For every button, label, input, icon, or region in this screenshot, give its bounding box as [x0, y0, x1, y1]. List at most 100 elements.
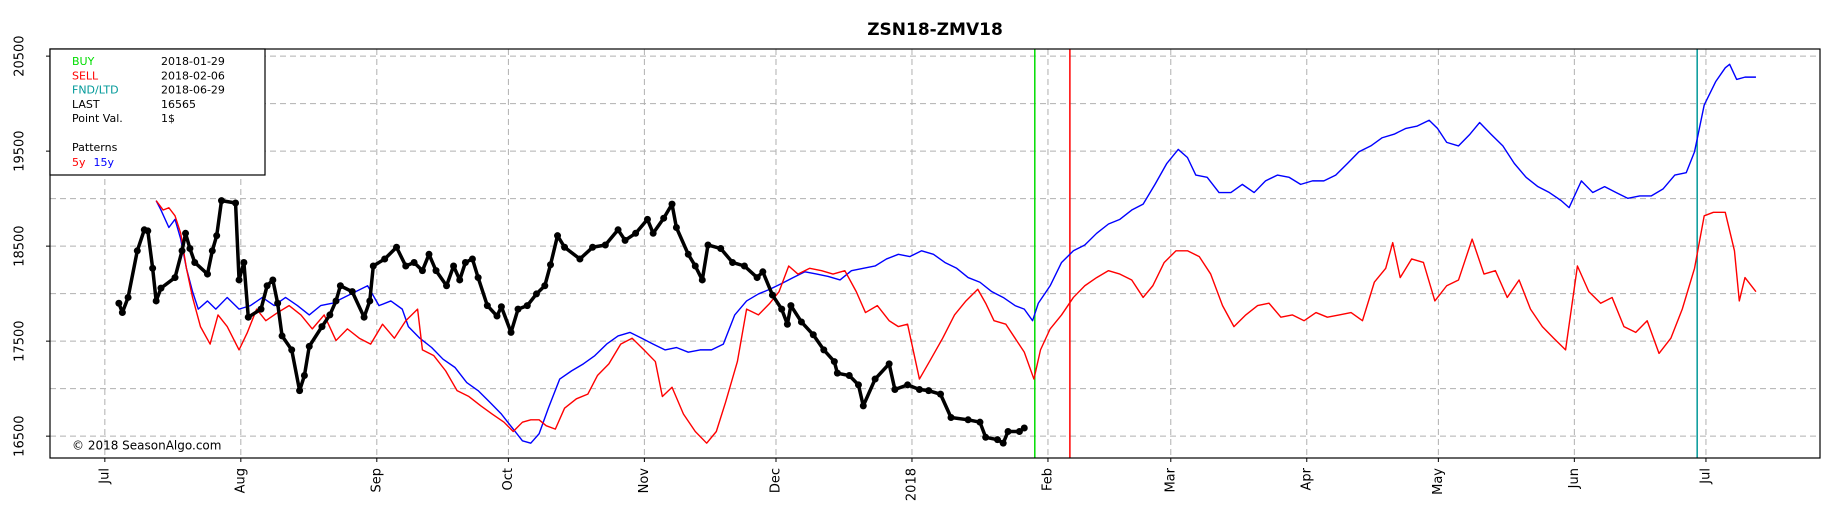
- series-point: [178, 247, 186, 255]
- series-point: [668, 200, 676, 208]
- series-point: [759, 268, 767, 276]
- series-point: [257, 305, 265, 313]
- series-point: [964, 416, 972, 424]
- series-point: [601, 241, 609, 249]
- series-point: [778, 305, 786, 313]
- x-tick-label: Feb: [1040, 468, 1055, 491]
- series-line: [155, 200, 1757, 444]
- info-value: 2018-01-29: [161, 55, 225, 68]
- series-point: [704, 241, 712, 249]
- y-tick-label: 19500: [13, 130, 28, 171]
- series-point: [936, 390, 944, 398]
- series-point: [859, 402, 867, 410]
- series-point: [468, 255, 476, 263]
- series-point: [425, 250, 433, 258]
- series-point: [797, 318, 805, 326]
- series-point: [698, 276, 706, 284]
- series-point: [621, 236, 629, 244]
- series-point: [833, 369, 841, 377]
- series-point: [740, 262, 748, 270]
- series-point: [554, 232, 562, 240]
- legend-title: Patterns: [72, 141, 118, 154]
- info-value: 2018-06-29: [161, 84, 225, 97]
- series-point: [393, 243, 401, 251]
- series-point: [288, 346, 296, 354]
- series-point: [336, 282, 344, 290]
- series-point: [672, 224, 680, 232]
- legend-entry: 15y: [94, 156, 115, 169]
- info-box: BUY 2018-01-29 SELL 2018-02-06 FND/LTD 2018-0…: [49, 48, 266, 176]
- series-point: [203, 270, 211, 278]
- series-point: [456, 276, 464, 284]
- series-point: [348, 288, 356, 296]
- series-point: [191, 258, 199, 266]
- info-value: 16565: [161, 98, 196, 111]
- series-point: [410, 258, 418, 266]
- series-point: [1020, 424, 1028, 432]
- series-point: [326, 311, 334, 319]
- series-line: [155, 63, 1756, 444]
- x-tick-label: Jul: [97, 468, 112, 485]
- series-point: [152, 297, 160, 305]
- series-point: [149, 264, 157, 272]
- series-point: [208, 247, 216, 255]
- series-point: [649, 229, 657, 237]
- legend-entry: 5y: [72, 156, 86, 169]
- series-point: [332, 297, 340, 305]
- series-point: [783, 320, 791, 328]
- series-point: [418, 267, 426, 275]
- series-point: [547, 261, 555, 269]
- series-point: [381, 255, 389, 263]
- series-point: [171, 274, 179, 282]
- series-point: [213, 232, 221, 240]
- x-tick-label: Jun: [1567, 468, 1582, 489]
- series-point: [561, 243, 569, 251]
- series-point: [717, 245, 725, 253]
- series-point: [523, 302, 531, 310]
- series-point: [432, 267, 440, 275]
- plot-area: [50, 49, 1820, 458]
- series-point: [885, 360, 893, 368]
- x-tick-label: Nov: [637, 468, 652, 494]
- series-point: [296, 387, 304, 395]
- series-point: [144, 227, 152, 235]
- series-point: [124, 293, 132, 301]
- info-value: 1$: [161, 112, 175, 125]
- series-point: [904, 381, 912, 389]
- series-point: [493, 312, 501, 320]
- series-point: [115, 299, 123, 307]
- info-frame: [49, 48, 266, 176]
- series-point: [691, 262, 699, 270]
- series-point: [474, 274, 482, 282]
- chart-title: ZSN18-ZMV18: [867, 20, 1003, 40]
- series-point: [461, 258, 469, 266]
- series-point: [632, 229, 640, 237]
- info-label: SELL: [72, 69, 99, 82]
- y-tick-label: 18500: [13, 225, 28, 266]
- series-point: [1015, 427, 1023, 435]
- series-point: [684, 250, 692, 258]
- series-point: [402, 262, 410, 270]
- series-point: [186, 245, 194, 253]
- info-label: LAST: [72, 98, 100, 111]
- series-point: [240, 258, 248, 266]
- series-point: [1004, 427, 1012, 435]
- series-point: [269, 276, 277, 284]
- series-point: [809, 331, 817, 339]
- series-point: [497, 303, 505, 311]
- series-point: [305, 342, 313, 350]
- info-label: FND/LTD: [72, 84, 119, 97]
- info-label: Point Val.: [72, 112, 123, 125]
- series-point: [576, 255, 584, 263]
- y-tick-label: 20500: [13, 35, 28, 76]
- series-point: [994, 436, 1002, 444]
- series-point: [845, 372, 853, 380]
- x-tick-label: 2018: [904, 468, 919, 501]
- series-point: [157, 284, 165, 292]
- series-point: [787, 302, 795, 310]
- series-point: [133, 247, 141, 255]
- series-point: [982, 433, 990, 441]
- series-point: [729, 258, 737, 266]
